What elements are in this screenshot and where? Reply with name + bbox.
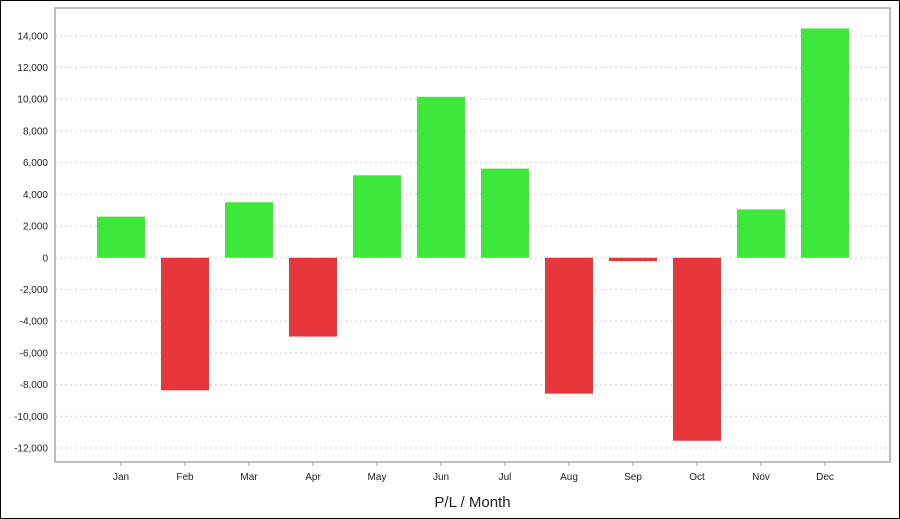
bar-aug: [545, 257, 593, 394]
bar-apr: [289, 257, 337, 337]
y-tick-label: -4,000: [20, 317, 49, 328]
x-axis-ticks: Jan Feb Mar Apr May Jun Jul Aug Sep Oct Nov Dec: [113, 462, 834, 483]
y-tick-label: -8,000: [20, 380, 49, 391]
y-tick-label: 6,000: [23, 158, 48, 169]
y-tick-label: -10,000: [14, 412, 48, 423]
x-tick-label: Oct: [689, 472, 705, 483]
bars: [97, 28, 849, 441]
y-tick-label: 4,000: [23, 190, 48, 201]
x-tick-label: Jul: [499, 472, 512, 483]
bar-jan: [97, 216, 145, 258]
bar-may: [353, 175, 401, 258]
y-axis-ticks: -12,000 -10,000 -8,000 -6,000 -4,000 -2,000 0 2…: [14, 31, 48, 454]
y-tick-label: 14,000: [17, 31, 48, 42]
x-tick-label: Feb: [176, 472, 194, 483]
bar-nov: [737, 209, 785, 258]
y-tick-label: 12,000: [17, 63, 48, 74]
x-axis-title: P/L / Month: [434, 494, 510, 511]
bar-jul: [481, 168, 529, 258]
x-tick-label: Apr: [305, 472, 321, 483]
y-tick-label: 10,000: [17, 95, 48, 106]
bar-jun: [417, 96, 465, 258]
y-tick-label: -12,000: [14, 444, 48, 455]
y-tick-label: 0: [42, 253, 48, 264]
x-tick-label: Jun: [433, 472, 449, 483]
y-tick-label: 8,000: [23, 126, 48, 137]
bar-mar: [225, 202, 273, 258]
bar-dec: [801, 28, 849, 258]
x-tick-label: Jan: [113, 472, 129, 483]
plot-area-border: [54, 7, 891, 463]
bar-oct: [673, 257, 721, 441]
x-tick-label: Mar: [240, 472, 258, 483]
bar-sep: [609, 257, 657, 262]
x-tick-label: Nov: [752, 472, 770, 483]
y-tick-label: -2,000: [20, 285, 49, 296]
y-tick-label: 2,000: [23, 222, 48, 233]
x-tick-label: Sep: [624, 472, 642, 483]
x-tick-label: Dec: [816, 472, 834, 483]
y-tick-label: -6,000: [20, 348, 49, 359]
bar-feb: [161, 257, 209, 391]
x-tick-label: May: [368, 472, 387, 483]
x-tick-label: Aug: [560, 472, 578, 483]
